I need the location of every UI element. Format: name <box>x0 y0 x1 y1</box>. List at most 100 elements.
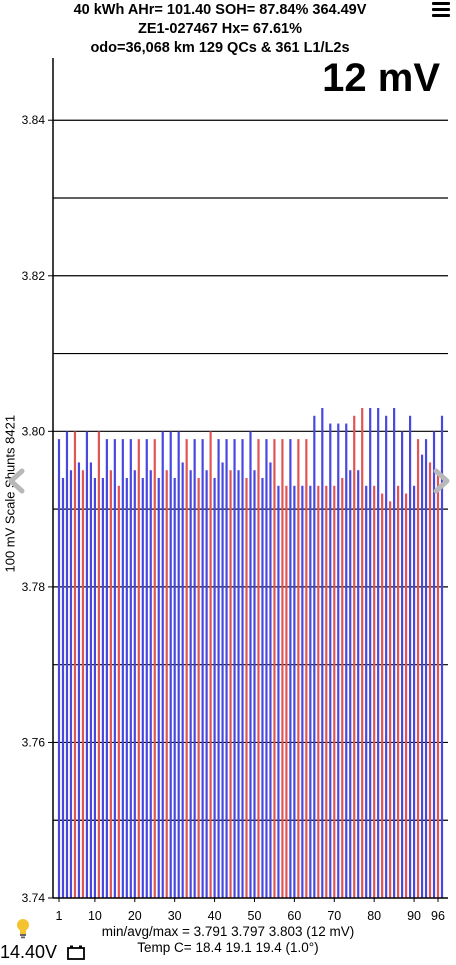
cell-bar <box>165 470 168 898</box>
cell-bar <box>365 485 368 898</box>
cell-bar <box>101 478 104 898</box>
cell-bar <box>157 478 160 898</box>
header-line-2: ZE1-027467 Hx= 67.61% <box>137 21 303 37</box>
y-tick-label: 3.82 <box>22 269 46 283</box>
cell-bar <box>349 470 352 898</box>
hamburger-menu-icon[interactable] <box>432 2 450 18</box>
cell-bar <box>353 415 356 898</box>
cell-bar <box>321 408 324 898</box>
cell-bar <box>293 485 296 898</box>
y-axis-label: 100 mV Scale Shunts 8421 <box>2 414 18 573</box>
x-tick-label: 1 <box>56 909 63 923</box>
cell-bar <box>436 470 440 898</box>
cell-bar <box>221 462 224 898</box>
cell-bar <box>297 439 300 898</box>
cell-bar <box>361 408 364 898</box>
car-battery-icon <box>67 944 85 960</box>
cell-bar <box>305 439 308 898</box>
cell-bar <box>241 439 244 898</box>
cell-bar <box>412 485 416 898</box>
cell-bar <box>420 454 424 898</box>
cell-bar <box>201 439 204 898</box>
cell-bar <box>333 485 336 898</box>
cell-bar <box>217 439 220 898</box>
cell-bar <box>377 408 380 898</box>
y-tick-label: 3.76 <box>22 735 46 749</box>
cell-bar <box>357 470 360 898</box>
cell-bar <box>301 485 304 898</box>
cell-bar <box>401 431 404 898</box>
x-tick-label: 70 <box>327 909 341 923</box>
cell-bar <box>309 485 312 898</box>
cell-bar <box>389 501 392 898</box>
cell-bar <box>133 470 136 898</box>
y-tick-label: 3.78 <box>22 580 46 594</box>
cell-bar <box>405 493 408 898</box>
min-avg-max-text: min/avg/max = 3.791 3.797 3.803 (12 mV) <box>101 924 355 939</box>
cell-bar <box>173 478 176 898</box>
cell-bar <box>313 415 316 898</box>
cell-bar <box>317 485 320 898</box>
cell-bar <box>337 423 340 898</box>
header-line-1: 40 kWh AHr= 101.40 SOH= 87.84% 364.49V <box>73 2 367 18</box>
cell-bar <box>416 439 420 898</box>
cell-bar <box>233 439 236 898</box>
cell-bar <box>65 431 69 898</box>
cell-bar <box>117 485 120 898</box>
cell-bar <box>93 478 96 898</box>
cell-bar <box>177 431 180 898</box>
cell-bar <box>369 408 372 898</box>
cell-bar <box>393 408 396 898</box>
voltage-spread-label: 12 mV <box>322 56 440 100</box>
cell-bar <box>77 462 81 898</box>
cell-bar <box>432 431 436 898</box>
cell-bar <box>81 470 85 898</box>
x-tick-label: 96 <box>431 909 445 923</box>
cell-bar <box>385 415 388 898</box>
x-tick-label: 20 <box>128 909 142 923</box>
header-line-3: odo=36,068 km 129 QCs & 361 L1/L2s <box>90 40 350 56</box>
cell-bar <box>73 431 77 898</box>
cell-bar <box>273 439 276 898</box>
y-tick-label: 3.84 <box>22 113 46 127</box>
cell-bar <box>205 470 208 898</box>
x-tick-label: 90 <box>407 909 421 923</box>
cell-bar <box>285 485 288 898</box>
cell-bar <box>428 462 432 898</box>
cell-bar <box>265 439 268 898</box>
x-tick-label: 10 <box>88 909 102 923</box>
cell-bar <box>109 470 112 898</box>
cell-bar <box>341 478 344 898</box>
cell-bar <box>145 439 148 898</box>
cell-bar <box>329 423 332 898</box>
cell-bar <box>269 462 272 898</box>
lightbulb-icon[interactable] <box>14 918 32 940</box>
cell-bar <box>424 439 428 898</box>
cell-bar <box>261 478 264 898</box>
cell-bar <box>129 439 132 898</box>
y-tick-label: 3.80 <box>22 424 46 438</box>
y-tick-label: 3.74 <box>22 891 46 905</box>
cell-bar <box>153 439 156 898</box>
x-tick-label: 80 <box>367 909 381 923</box>
cell-bar <box>137 439 140 898</box>
cell-bar <box>61 478 65 898</box>
cell-bar <box>277 485 280 898</box>
cell-bar <box>345 423 348 898</box>
cell-bar <box>169 431 172 898</box>
cell-bar <box>281 439 284 898</box>
cell-bar <box>141 478 144 898</box>
cell-bar <box>225 439 228 898</box>
cell-bar <box>397 485 400 898</box>
x-tick-label: 30 <box>168 909 182 923</box>
cell-bar <box>197 478 200 898</box>
chevron-left-icon[interactable] <box>4 468 30 494</box>
cell-bar <box>213 478 216 898</box>
cell-bar <box>381 493 384 898</box>
cell-bar <box>289 439 292 898</box>
temperature-text: Temp C= 18.4 19.1 19.4 (1.0°) <box>137 940 319 955</box>
cell-bar <box>245 478 248 898</box>
cell-bar <box>189 470 192 898</box>
chevron-right-icon[interactable] <box>428 468 454 494</box>
